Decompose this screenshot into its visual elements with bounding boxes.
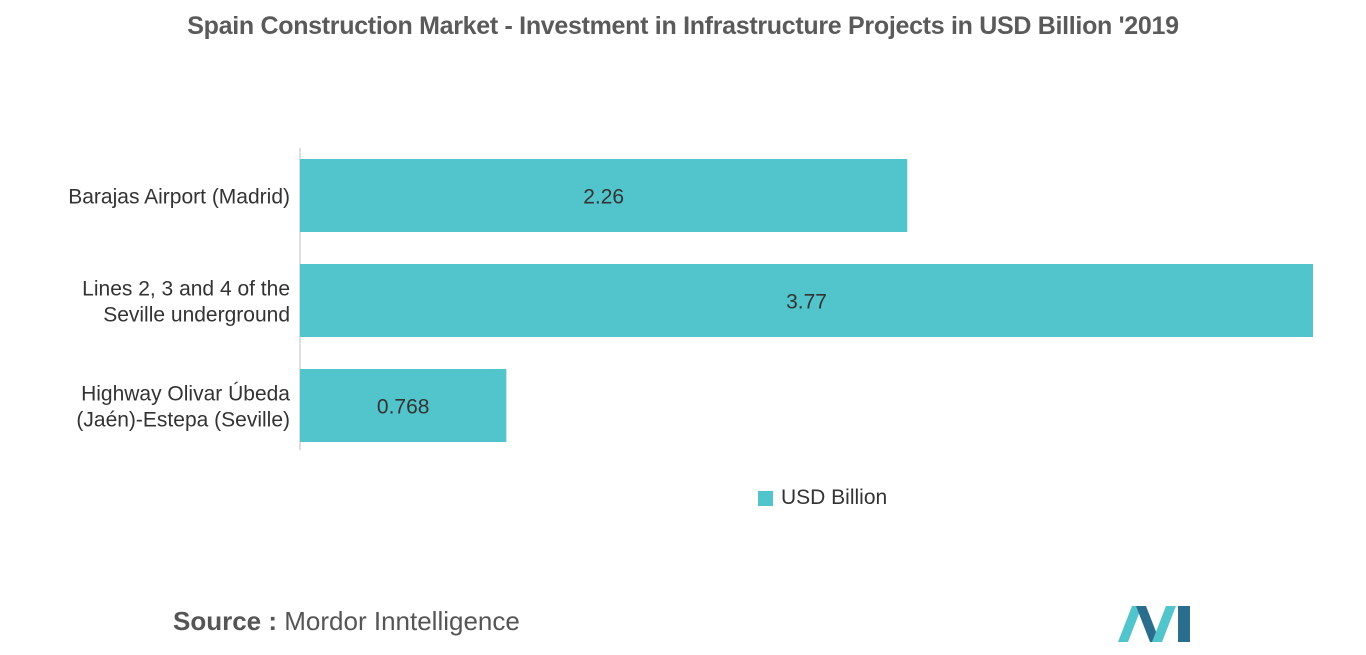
category-label-1-line-1: Seville underground bbox=[103, 304, 290, 327]
legend: USD Billion bbox=[758, 486, 887, 510]
bar-2 bbox=[300, 369, 507, 442]
category-label-2-line-1: (Jaén)-Estepa (Seville) bbox=[76, 409, 290, 432]
source-label: Source : bbox=[173, 606, 278, 636]
category-label-1-line-0: Lines 2, 3 and 4 of the bbox=[82, 278, 290, 301]
legend-label: USD Billion bbox=[781, 486, 888, 509]
data-label-2: 0.768 bbox=[377, 396, 430, 419]
mordor-intelligence-logo-icon bbox=[1118, 606, 1190, 642]
data-label-0: 2.26 bbox=[583, 186, 624, 209]
source-note: Source : Mordor Inntelligence bbox=[173, 606, 520, 637]
bar-0 bbox=[300, 159, 908, 232]
legend-swatch bbox=[758, 490, 773, 506]
category-label-2-line-0: Highway Olivar Úbeda bbox=[81, 383, 290, 406]
data-label-1: 3.77 bbox=[786, 291, 827, 314]
chart-title: Spain Construction Market - Investment i… bbox=[187, 12, 1179, 40]
source-value: Mordor Inntelligence bbox=[284, 606, 520, 636]
category-label-0-line-0: Barajas Airport (Madrid) bbox=[68, 186, 290, 209]
bar-1 bbox=[300, 264, 1313, 337]
